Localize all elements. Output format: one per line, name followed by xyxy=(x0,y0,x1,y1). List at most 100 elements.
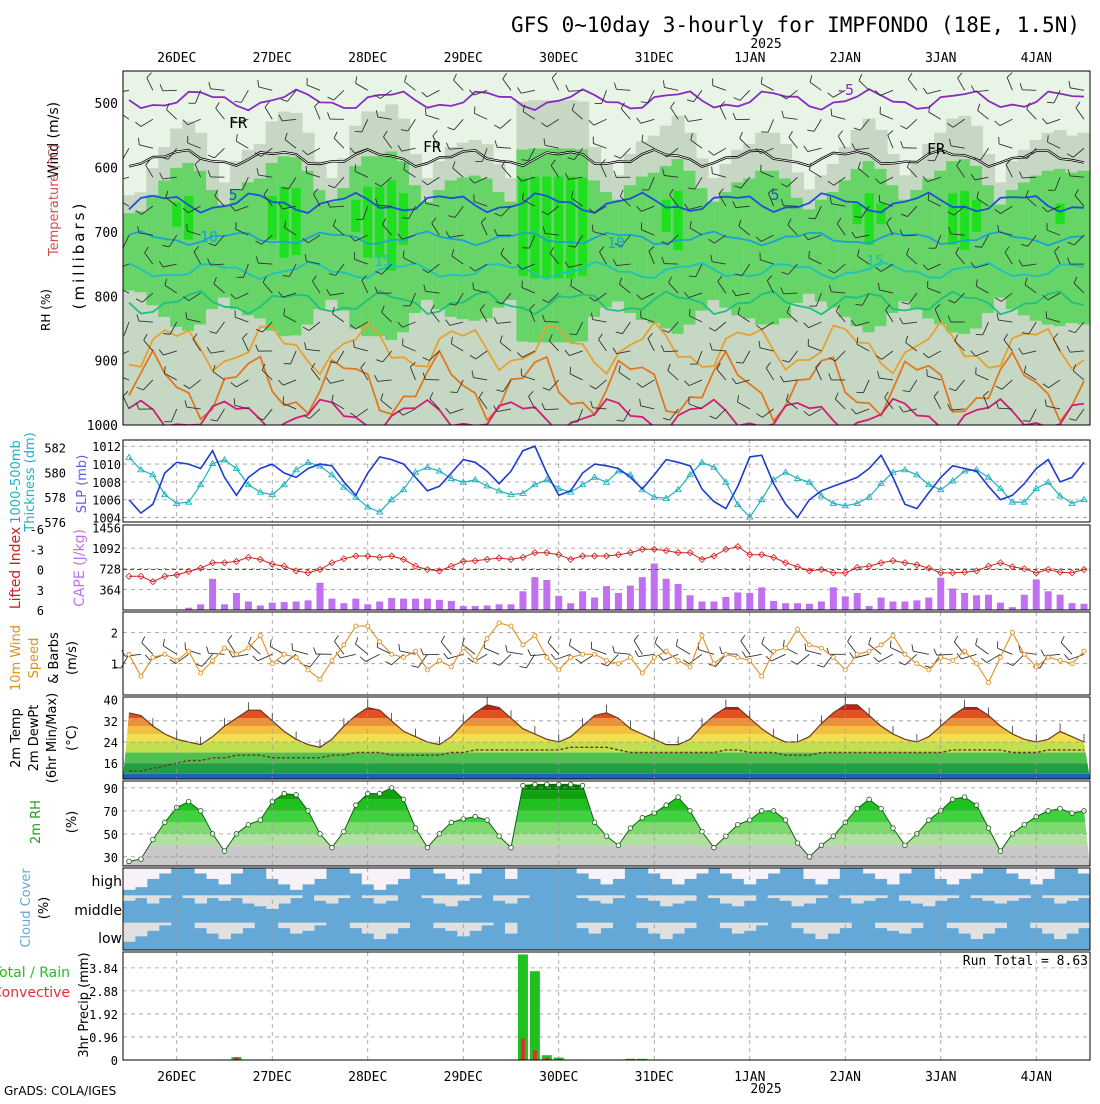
cloud-gap xyxy=(326,895,338,903)
rh-column-green xyxy=(624,185,637,313)
cloud-gap xyxy=(1078,923,1090,928)
cloud-gap xyxy=(374,868,386,890)
cloud-gap xyxy=(983,895,995,900)
cloud-row-middle: middle xyxy=(74,903,122,919)
rh2-point xyxy=(1058,806,1063,811)
cloud-gap xyxy=(398,868,410,879)
rh-column-bright xyxy=(375,187,384,258)
cloud-gap xyxy=(994,923,1006,928)
cloud-gap xyxy=(899,868,911,873)
rh-column-green xyxy=(1077,171,1090,325)
cape-bar xyxy=(675,584,682,610)
wind10-point xyxy=(1058,659,1062,663)
rh-column-green xyxy=(325,202,338,300)
ylabel-rh: RH (%) xyxy=(39,289,53,331)
cloud-gap xyxy=(887,868,899,884)
wind-barb xyxy=(236,222,237,229)
cloud-row-high: high xyxy=(91,874,122,890)
rh-column-bright xyxy=(578,178,587,276)
rh-column-bright xyxy=(280,187,289,258)
rh2-point xyxy=(700,829,705,834)
cloud-gap xyxy=(577,868,589,873)
wind10-barb xyxy=(526,654,534,668)
cloud-row-low: low xyxy=(98,931,122,947)
wind10-point xyxy=(187,649,191,653)
rh-column-green xyxy=(863,161,876,332)
ylabel-precip-1: Total / Rain xyxy=(0,965,70,981)
cloud-gap xyxy=(577,923,589,928)
wind10-barb xyxy=(334,635,338,641)
cape-bar xyxy=(1069,603,1076,610)
contour-label: FR xyxy=(229,114,248,132)
cape-bar xyxy=(317,583,324,610)
cape-bar xyxy=(388,598,395,610)
rh-column-green xyxy=(266,163,279,331)
cloud-gap xyxy=(1066,923,1078,934)
contour-label: 5 xyxy=(770,186,779,204)
contour-label: 10 xyxy=(200,228,218,246)
cape-bar xyxy=(806,604,813,610)
cape-bar xyxy=(460,606,467,610)
wind-barb xyxy=(1048,135,1049,142)
cape-bar xyxy=(340,603,347,610)
cape-ylabels: Lifted Index CAPE (J/kg) xyxy=(8,527,88,609)
cape-bar xyxy=(627,586,634,610)
precip-conv-bar xyxy=(521,1038,525,1060)
wind10-point xyxy=(533,633,537,637)
cape-bar xyxy=(842,596,849,610)
cloud-gap xyxy=(433,923,445,928)
cape-bar xyxy=(555,596,562,610)
cloud-gap xyxy=(1018,895,1030,898)
cloud-gap xyxy=(505,923,517,934)
wind10-barb xyxy=(805,643,806,650)
precip-ytick: 1.92 xyxy=(89,1008,118,1022)
cape-bar xyxy=(937,578,944,610)
wind10-point xyxy=(1046,655,1050,659)
ylabel-slp: SLP (mb) xyxy=(75,455,90,514)
cloud-gap xyxy=(135,895,147,898)
contour-label: 15 xyxy=(374,252,392,270)
ylabel-t2-1: 2m Temp xyxy=(9,708,24,768)
cloud-gap xyxy=(469,895,481,898)
cloud-gap xyxy=(899,923,911,934)
cloud-gap xyxy=(1078,868,1090,873)
wind10-barb xyxy=(890,641,891,648)
cloud-gap xyxy=(147,923,159,931)
rh2-point xyxy=(640,815,645,820)
rh-column-bright xyxy=(853,204,862,225)
rh2-point xyxy=(819,843,824,848)
rh-column-green xyxy=(504,202,517,300)
wind10-point xyxy=(390,652,394,656)
wind10-point xyxy=(461,646,465,650)
wind10-barb xyxy=(874,657,879,662)
wind10-barb xyxy=(249,637,252,643)
wind10-barb xyxy=(360,657,365,662)
precip-ytick: 2.88 xyxy=(89,985,118,999)
cape-bar xyxy=(543,580,550,610)
thickness-point xyxy=(126,454,132,459)
wind10-point xyxy=(175,659,179,663)
upper-ytick: 600 xyxy=(95,162,118,177)
rh-column-green xyxy=(875,169,888,326)
cloud-gap xyxy=(971,868,983,873)
rh2-band xyxy=(123,811,1090,822)
wind10-point xyxy=(473,659,477,663)
time-label-top: 3JAN xyxy=(925,51,956,66)
wind10-barb xyxy=(1064,654,1069,659)
time-label-top: 31DEC xyxy=(635,51,674,66)
wind10-point xyxy=(628,655,632,659)
ylabel-cape: CAPE (J/kg) xyxy=(72,529,88,607)
wind10-point xyxy=(796,627,800,631)
rh2-point xyxy=(628,826,633,831)
cloud-panel xyxy=(123,868,1091,950)
cloud-gap xyxy=(1042,868,1054,879)
wind10-barb xyxy=(441,636,445,642)
time-label-bottom: 27DEC xyxy=(253,1070,292,1085)
cape-bar xyxy=(1057,595,1064,610)
cloud-gap xyxy=(386,868,398,884)
contour-label: 10 xyxy=(607,234,625,252)
cloud-gap xyxy=(803,895,815,903)
wind-barb xyxy=(116,247,123,248)
upper-ytick: 1000 xyxy=(87,419,118,434)
